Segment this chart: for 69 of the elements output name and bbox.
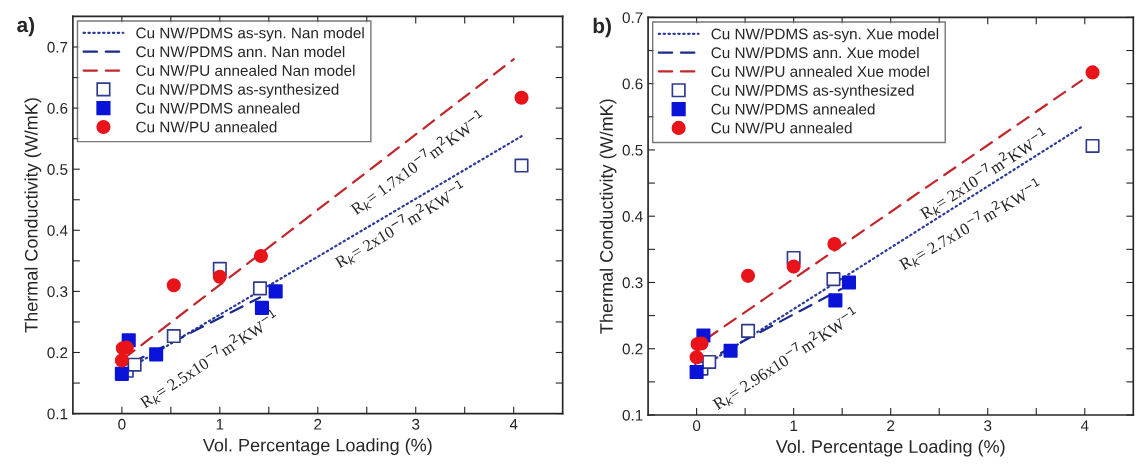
x-tick-label: 0: [118, 418, 126, 430]
y-tick-label: 0.4: [622, 211, 643, 222]
y-tick-label: 0.2: [47, 347, 68, 359]
legend-label: Cu NW/PDMS as-syn. Xue model: [711, 28, 939, 43]
point: [841, 275, 857, 290]
point: [826, 272, 841, 287]
y-tick-label: 0.6: [622, 78, 643, 90]
annotation: R$_{k}$= 2.96x10$^{−7}$m$^{2}$KW$^{−1}$: [709, 305, 861, 413]
point: [723, 343, 738, 358]
y-tick-label: 0.6: [47, 102, 68, 114]
x-axis-title: Vol. Percentage Loading (%): [775, 439, 1005, 457]
y-axis-title: Thermal Conductivity (W/mK): [599, 99, 617, 334]
y-tick-label: 0.1: [622, 409, 643, 421]
point: [253, 248, 269, 264]
point: [786, 259, 801, 274]
x-tick-label: 2: [314, 418, 322, 430]
point: [740, 268, 756, 283]
x-tick-label: 3: [984, 420, 992, 432]
x-tick-label: 1: [790, 420, 798, 431]
legend-label: Cu NW/PU annealed: [711, 122, 852, 134]
point: [514, 158, 529, 173]
point: [268, 284, 283, 299]
x-axis-title: Vol. Percentage Loading (%): [202, 438, 432, 456]
y-tick-label: 0.5: [47, 164, 68, 175]
point: [166, 278, 181, 293]
legend-label: Cu NW/PU annealed Xue model: [711, 65, 929, 77]
x-tick-label: 1: [216, 419, 224, 430]
point: [514, 90, 529, 105]
point: [740, 323, 756, 338]
y-tick-label: 0.3: [47, 286, 68, 298]
point: [166, 328, 181, 344]
legend-label: Cu NW/PU annealed: [136, 121, 277, 133]
legend-label: Cu NW/PDMS as-synthesized: [136, 83, 339, 98]
y-tick-label: 0.2: [622, 343, 643, 355]
text: b): [593, 17, 611, 38]
x-tick-label: 4: [1080, 420, 1089, 431]
legend-label: Cu NW/PDMS annealed: [136, 102, 300, 114]
x-tick-label: 0: [692, 420, 701, 432]
annotation: R$_{k}$= 2.5x10$^{−7}$m$^{2}$KW$^{−1}$: [137, 308, 282, 411]
y-tick-label: 0.5: [622, 144, 643, 156]
legend-label: Cu NW/PDMS ann. Xue model: [711, 46, 919, 59]
y-tick-label: 0.1: [47, 408, 68, 420]
x-tick-label: 2: [887, 420, 895, 431]
point: [127, 357, 142, 372]
point: [252, 281, 268, 296]
legend-label: Cu NW/PDMS annealed: [711, 103, 875, 115]
y-axis-title: Thermal Conductivity (W/mK): [24, 98, 42, 333]
point: [114, 353, 129, 368]
y-tick-label: 0.7: [622, 12, 643, 24]
point: [827, 236, 842, 252]
point: [689, 350, 704, 365]
y-tick-label: 0.3: [622, 277, 643, 289]
legend-label: Cu NW/PDMS ann. Nan model: [136, 45, 345, 58]
point: [212, 269, 227, 284]
point: [828, 293, 843, 308]
y-tick-label: 0.7: [47, 41, 68, 53]
point: [1085, 138, 1100, 154]
point: [702, 354, 717, 370]
legend-label: Cu NW/PDMS as-syn. Nan model: [136, 27, 364, 42]
legend-label: Cu NW/PU annealed Nan model: [136, 64, 355, 77]
point: [114, 366, 129, 381]
text: a): [17, 16, 35, 37]
point: [689, 364, 704, 379]
legend-label: Cu NW/PDMS as-synthesized: [711, 84, 914, 99]
x-tick-label: 4: [509, 419, 518, 430]
y-tick-label: 0.4: [47, 225, 68, 236]
x-tick-label: 3: [412, 418, 420, 430]
point: [1085, 65, 1100, 80]
point: [149, 347, 164, 362]
